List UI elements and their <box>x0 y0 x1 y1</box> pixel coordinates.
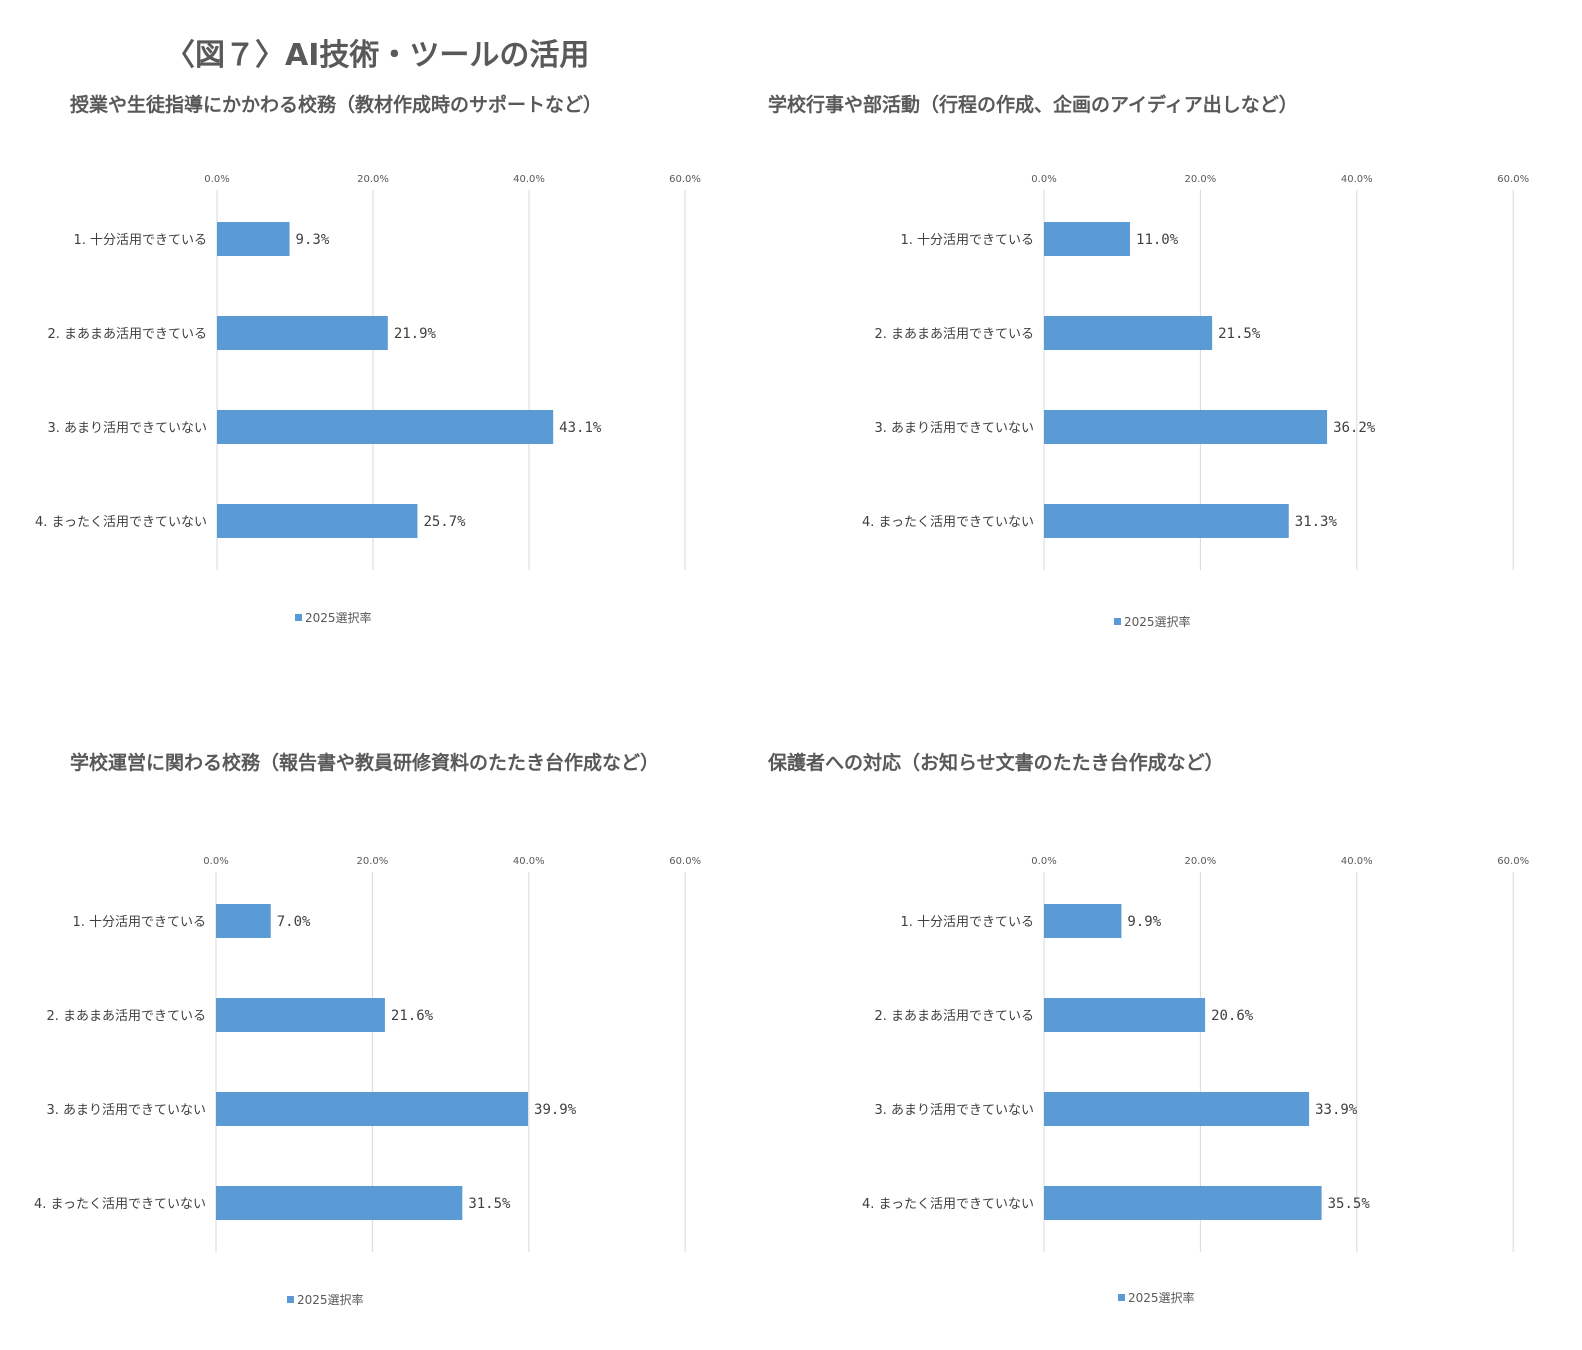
data-label: 9.9% <box>1127 914 1161 930</box>
bar <box>1044 1092 1310 1126</box>
bar <box>217 410 554 444</box>
x-tick-label: 0.0% <box>1031 174 1056 185</box>
x-tick-label: 60.0% <box>1497 174 1529 185</box>
category-label: 1. 十分活用できている <box>900 915 1034 930</box>
bar <box>1044 998 1206 1032</box>
category-label: 4. まったく活用できていない <box>35 515 207 530</box>
bar <box>1044 316 1213 350</box>
legend-swatch <box>287 1296 294 1303</box>
data-label: 43.1% <box>559 420 602 436</box>
category-label: 3. あまり活用できていない <box>46 1103 206 1118</box>
chart-panel-parents: 保護者への対応（お知らせ文書のたたき台作成など） 0.0% 20.0% 40.0% 6… <box>768 748 1529 1348</box>
category-label: 3. あまり活用できていない <box>874 421 1034 436</box>
x-tick-label: 60.0% <box>669 856 701 867</box>
category-label: 1. 十分活用できている <box>72 915 206 930</box>
x-tick-label: 60.0% <box>1497 856 1529 867</box>
data-label: 21.5% <box>1218 326 1261 342</box>
bar <box>1044 222 1131 256</box>
bar <box>1044 904 1122 938</box>
category-label: 4. まったく活用できていない <box>862 1197 1034 1212</box>
bar <box>217 504 418 538</box>
bar <box>217 316 388 350</box>
data-label: 39.9% <box>534 1102 577 1118</box>
chart-title: 学校行事や部活動（行程の作成、企画のアイディア出しなど） <box>768 94 1298 116</box>
data-label: 31.3% <box>1295 514 1338 530</box>
data-label: 9.3% <box>296 232 330 248</box>
data-label: 33.9% <box>1315 1102 1358 1118</box>
legend-swatch <box>1118 1294 1125 1301</box>
bar-chart: 0.0% 20.0% 40.0% 60.0% 1. 十分活用できている 11.0% 2. ま… <box>862 174 1529 629</box>
figure-title: 〈図７〉AI技術・ツールの活用 <box>165 38 590 73</box>
bar <box>1044 504 1289 538</box>
bar <box>216 1092 529 1126</box>
chart-panel-administration: 学校運営に関わる校務（報告書や教員研修資料のたたき台作成など） 0.0% 20.0… <box>34 748 830 1348</box>
bar <box>217 222 290 256</box>
x-tick-label: 40.0% <box>1341 174 1373 185</box>
category-label: 4. まったく活用できていない <box>862 515 1034 530</box>
legend-label: 2025選択率 <box>1128 1290 1195 1305</box>
chart-title: 授業や生徒指導にかかわる校務（教材作成時のサポートなど） <box>70 94 603 116</box>
data-label: 36.2% <box>1333 420 1376 436</box>
data-label: 7.0% <box>277 914 311 930</box>
chart-title: 保護者への対応（お知らせ文書のたたき台作成など） <box>768 752 1224 774</box>
x-tick-label: 20.0% <box>357 856 389 867</box>
data-label: 11.0% <box>1136 232 1179 248</box>
data-label: 35.5% <box>1328 1196 1371 1212</box>
legend-label: 2025選択率 <box>305 610 372 625</box>
x-tick-label: 0.0% <box>1031 856 1056 867</box>
x-tick-label: 40.0% <box>513 856 545 867</box>
bar <box>1044 1186 1322 1220</box>
legend-swatch <box>295 614 302 621</box>
category-label: 4. まったく活用できていない <box>34 1197 206 1212</box>
chart-title: 学校運営に関わる校務（報告書や教員研修資料のたたき台作成など） <box>70 752 660 774</box>
legend-label: 2025選択率 <box>1124 614 1191 629</box>
x-tick-label: 20.0% <box>1185 856 1217 867</box>
category-label: 2. まあまあ活用できている <box>874 327 1034 342</box>
x-tick-label: 20.0% <box>357 174 389 185</box>
x-tick-label: 60.0% <box>669 174 701 185</box>
x-tick-label: 0.0% <box>203 856 228 867</box>
x-tick-label: 40.0% <box>513 174 545 185</box>
legend-label: 2025選択率 <box>297 1292 364 1307</box>
chart-panel-events: 学校行事や部活動（行程の作成、企画のアイディア出しなど） 0.0% 20.0% 40… <box>768 90 1529 690</box>
data-label: 25.7% <box>423 514 466 530</box>
category-label: 2. まあまあ活用できている <box>47 327 207 342</box>
category-label: 1. 十分活用できている <box>73 233 207 248</box>
bar <box>216 1186 463 1220</box>
category-label: 2. まあまあ活用できている <box>874 1009 1034 1024</box>
bar <box>216 904 271 938</box>
category-label: 2. まあまあ活用できている <box>46 1009 206 1024</box>
data-label: 20.6% <box>1211 1008 1254 1024</box>
data-label: 21.6% <box>391 1008 434 1024</box>
category-label: 3. あまり活用できていない <box>874 1103 1034 1118</box>
category-label: 3. あまり活用できていない <box>47 421 207 436</box>
x-tick-label: 0.0% <box>204 174 229 185</box>
x-tick-label: 20.0% <box>1185 174 1217 185</box>
bar-chart: 0.0% 20.0% 40.0% 60.0% 1. 十分活用できている 9.9% 2. まあ… <box>862 856 1529 1305</box>
category-label: 1. 十分活用できている <box>900 233 1034 248</box>
chart-panel-lessons: 授業や生徒指導にかかわる校務（教材作成時のサポートなど） 0.0% 20.0% 40… <box>35 90 830 690</box>
data-label: 31.5% <box>468 1196 511 1212</box>
bar <box>1044 410 1328 444</box>
data-label: 21.9% <box>394 326 437 342</box>
bar-chart: 0.0% 20.0% 40.0% 60.0% 1. 十分活用できている 7.0% 2. まあ… <box>34 856 701 1307</box>
legend-swatch <box>1114 618 1121 625</box>
bar-chart: 0.0% 20.0% 40.0% 60.0% 1. 十分活用できている 9.3% 2. まあ… <box>35 174 701 625</box>
x-tick-label: 40.0% <box>1341 856 1373 867</box>
bar <box>216 998 385 1032</box>
